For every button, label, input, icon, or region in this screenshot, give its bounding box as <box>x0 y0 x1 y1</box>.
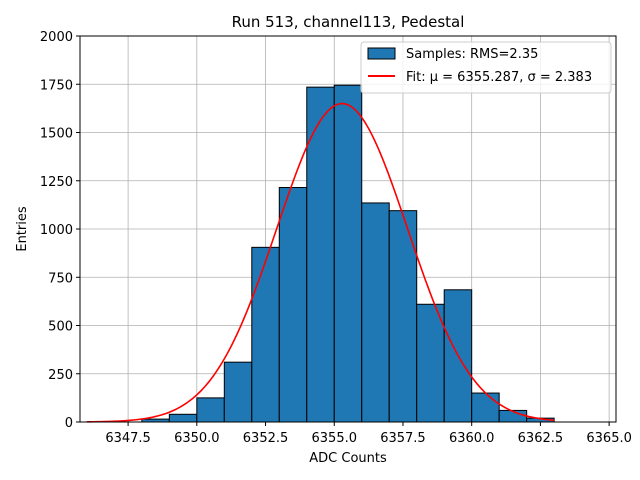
x-tick-label: 6352.5 <box>243 431 289 446</box>
legend-box <box>360 41 612 94</box>
chart-title: Run 513, channel113, Pedestal <box>232 13 465 31</box>
histogram-bar <box>251 246 280 423</box>
legend: Samples: RMS=2.35 Fit: μ = 6355.287, σ =… <box>360 41 612 94</box>
x-tick-label: 6355.0 <box>312 431 358 446</box>
histogram-bar <box>333 84 363 423</box>
y-tick-label: 1750 <box>40 78 73 93</box>
x-tick-label: 6362.5 <box>518 431 564 446</box>
fit-curve <box>86 102 555 423</box>
x-tick-label: 6357.5 <box>380 431 426 446</box>
histogram-bar <box>223 361 253 423</box>
y-tick-label: 1500 <box>40 127 73 142</box>
histogram-bar <box>471 392 500 423</box>
y-tick-label: 1250 <box>40 175 73 190</box>
x-tick-label: 6347.5 <box>105 431 151 446</box>
histogram-bar <box>168 413 198 423</box>
y-tick-label: 0 <box>65 416 73 431</box>
y-tick-label: 250 <box>48 368 73 383</box>
y-tick-label: 750 <box>48 271 73 286</box>
histogram-bar <box>388 210 418 423</box>
histogram-bar <box>196 397 225 423</box>
fit-curve-group <box>86 102 555 423</box>
x-tick-label: 6365.0 <box>586 431 632 446</box>
y-tick-label: 1000 <box>40 223 73 238</box>
legend-label-fit: Fit: μ = 6355.287, σ = 2.383 <box>406 70 592 85</box>
histogram-bar <box>416 303 445 423</box>
y-tick-label: 2000 <box>40 30 73 45</box>
y-tick-label: 500 <box>48 320 73 335</box>
x-axis-label: ADC Counts <box>309 451 387 466</box>
legend-swatch-samples <box>367 47 396 60</box>
x-axis: 6347.5 6350.0 6352.5 6355.0 6357.5 6360.0 6362… <box>105 422 632 446</box>
x-tick-label: 6350.0 <box>174 431 220 446</box>
histogram-bars <box>141 84 555 423</box>
y-axis: 0 250 500 750 1000 1250 1500 1750 2000 <box>40 30 80 431</box>
legend-label-samples: Samples: RMS=2.35 <box>406 47 538 62</box>
histogram-bar <box>361 202 390 423</box>
histogram-bar <box>278 187 308 423</box>
x-tick-label: 6360.0 <box>449 431 495 446</box>
y-axis-label: Entries <box>15 206 30 252</box>
